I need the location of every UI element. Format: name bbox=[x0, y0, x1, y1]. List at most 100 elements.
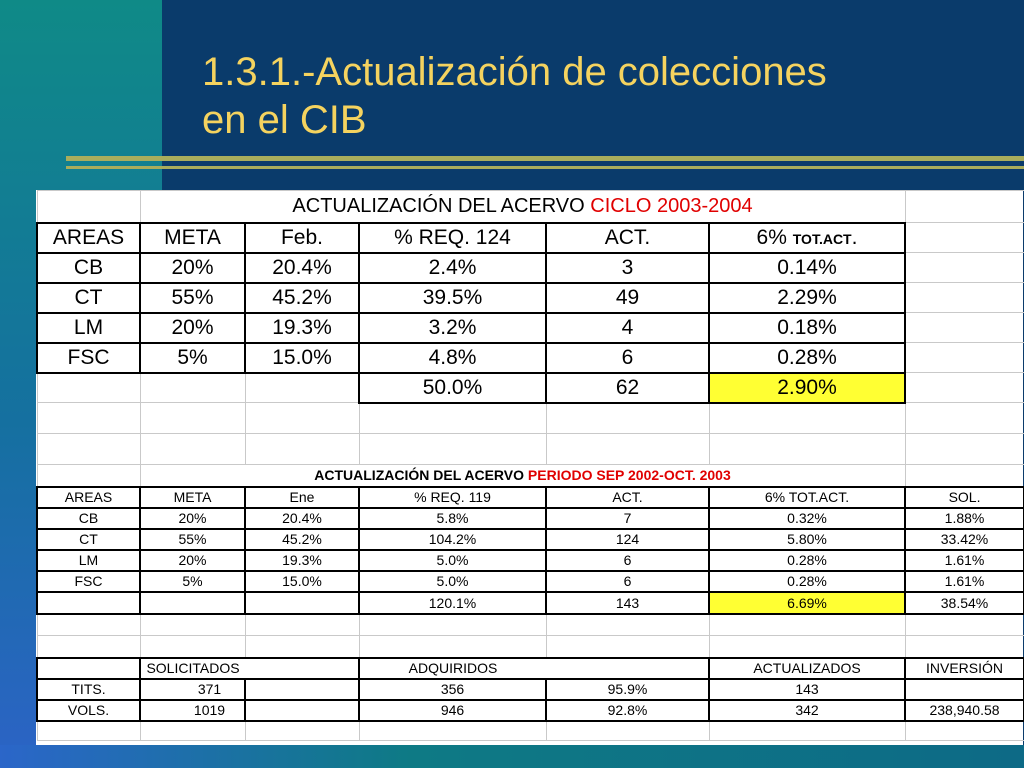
cell: 5.80% bbox=[707, 527, 907, 551]
cell: 143 bbox=[707, 677, 907, 701]
cell: 356 bbox=[358, 677, 547, 701]
cell bbox=[139, 402, 246, 434]
cell: CB bbox=[36, 506, 141, 530]
header-cell: INVERSIÓN bbox=[904, 656, 1024, 680]
cell bbox=[708, 635, 906, 658]
total-cell: 120.1% bbox=[358, 590, 547, 615]
header-cell: AREAS bbox=[36, 221, 141, 254]
cell: 0.28% bbox=[707, 569, 907, 593]
cell bbox=[36, 590, 141, 615]
cell: 7 bbox=[545, 506, 710, 530]
cell: 6 bbox=[545, 341, 710, 374]
cell: 1.61% bbox=[904, 548, 1024, 572]
cell: 0.32% bbox=[707, 506, 907, 530]
cell bbox=[36, 190, 141, 223]
cell bbox=[708, 433, 906, 465]
cell: 45.2% bbox=[244, 527, 360, 551]
cell bbox=[244, 635, 360, 658]
cell bbox=[139, 433, 246, 465]
cell bbox=[139, 720, 246, 741]
table-row: LM 20% 19.3% 5.0% 6 0.28% 1.61% bbox=[36, 548, 1024, 572]
cell bbox=[904, 190, 1024, 223]
cell: CB bbox=[36, 251, 141, 284]
cell bbox=[904, 372, 1024, 403]
cell bbox=[244, 372, 360, 403]
cell bbox=[358, 635, 547, 658]
table1-title-row: ACTUALIZACIÓN DEL ACERVO CICLO 2003-2004 bbox=[36, 190, 1024, 223]
cell: TITS. bbox=[36, 677, 141, 701]
cell: 4 bbox=[545, 311, 710, 344]
cell bbox=[904, 252, 1024, 283]
table3-header-row: SOLICITADOS ADQUIRIDOS ACTUALIZADOS INVE… bbox=[36, 656, 1024, 680]
cell: 6 bbox=[545, 569, 710, 593]
cell bbox=[36, 433, 141, 465]
cell bbox=[545, 635, 710, 658]
cell: 5.0% bbox=[358, 569, 547, 593]
header-cell: META bbox=[139, 485, 246, 509]
table2-heading-red: PERIODO SEP 2002-OCT. 2003 bbox=[527, 467, 731, 484]
cell: 20.4% bbox=[244, 251, 360, 284]
cell: 1019 bbox=[139, 698, 246, 722]
header-cell: Ene bbox=[244, 485, 360, 509]
cell bbox=[545, 720, 710, 741]
cell: 0.14% bbox=[707, 251, 907, 284]
title-line-2: en el CIB bbox=[202, 98, 367, 142]
cell: 20% bbox=[139, 251, 246, 284]
cell bbox=[904, 677, 1024, 701]
cell bbox=[244, 433, 360, 465]
cell bbox=[904, 613, 1024, 636]
cell: 5.0% bbox=[358, 548, 547, 572]
table-row: TITS. 371 356 95.9% 143 bbox=[36, 677, 1024, 701]
table-row: CB 20% 20.4% 5.8% 7 0.32% 1.88% bbox=[36, 506, 1024, 530]
header-cell: META bbox=[139, 221, 246, 254]
cell bbox=[36, 613, 141, 636]
header-small-text: TOT.ACT bbox=[792, 230, 852, 247]
cell bbox=[36, 656, 141, 680]
header-cell: SOL. bbox=[904, 485, 1024, 509]
cell bbox=[36, 720, 141, 741]
cell: 20% bbox=[139, 506, 246, 530]
cell bbox=[139, 635, 246, 658]
cell: 55% bbox=[139, 527, 246, 551]
cell bbox=[904, 635, 1024, 658]
cell bbox=[139, 613, 246, 636]
cell: 33.42% bbox=[904, 527, 1024, 551]
bottom-gradient-band bbox=[0, 745, 1024, 768]
table-resumen: SOLICITADOS ADQUIRIDOS ACTUALIZADOS INVE… bbox=[36, 656, 1024, 741]
table-row: VOLS. 1019 946 92.8% 342 238,940.58 bbox=[36, 698, 1024, 722]
cell bbox=[244, 590, 360, 615]
title-line-1: 1.3.1.-Actualización de colecciones bbox=[202, 50, 827, 94]
cell: LM bbox=[36, 548, 141, 572]
cell bbox=[904, 282, 1024, 313]
cell: 19.3% bbox=[244, 311, 360, 344]
total-cell: 62 bbox=[545, 371, 710, 404]
cell bbox=[244, 402, 360, 434]
cell bbox=[358, 720, 547, 741]
cell: 124 bbox=[545, 527, 710, 551]
cell: 45.2% bbox=[244, 281, 360, 314]
header-cell: % REQ. 124 bbox=[358, 221, 547, 254]
cell: 3.2% bbox=[358, 311, 547, 344]
cell bbox=[545, 402, 710, 434]
table-row: FSC 5% 15.0% 4.8% 6 0.28% bbox=[36, 341, 1024, 374]
cell bbox=[904, 222, 1024, 253]
cell: 55% bbox=[139, 281, 246, 314]
header-cell: % REQ. 119 bbox=[358, 485, 547, 509]
cell bbox=[904, 464, 1024, 487]
cell bbox=[139, 590, 246, 615]
cell: 49 bbox=[545, 281, 710, 314]
cell: CT bbox=[36, 527, 141, 551]
empty-row bbox=[36, 635, 1024, 658]
total-cell: 38.54% bbox=[904, 590, 1024, 615]
cell: FSC bbox=[36, 569, 141, 593]
slide-title: 1.3.1.-Actualización de colecciones en e… bbox=[202, 48, 827, 144]
cell bbox=[244, 613, 360, 636]
table-row: FSC 5% 15.0% 5.0% 6 0.28% 1.61% bbox=[36, 569, 1024, 593]
cell bbox=[36, 402, 141, 434]
header-cell: ACTUALIZADOS bbox=[707, 656, 907, 680]
title-rule bbox=[66, 156, 1024, 161]
header-cell: Feb. bbox=[244, 221, 360, 254]
cell: 92.8% bbox=[545, 698, 710, 722]
cell bbox=[358, 402, 547, 434]
table2-heading: ACTUALIZACIÓN DEL ACERVO PERIODO SEP 200… bbox=[139, 464, 906, 487]
